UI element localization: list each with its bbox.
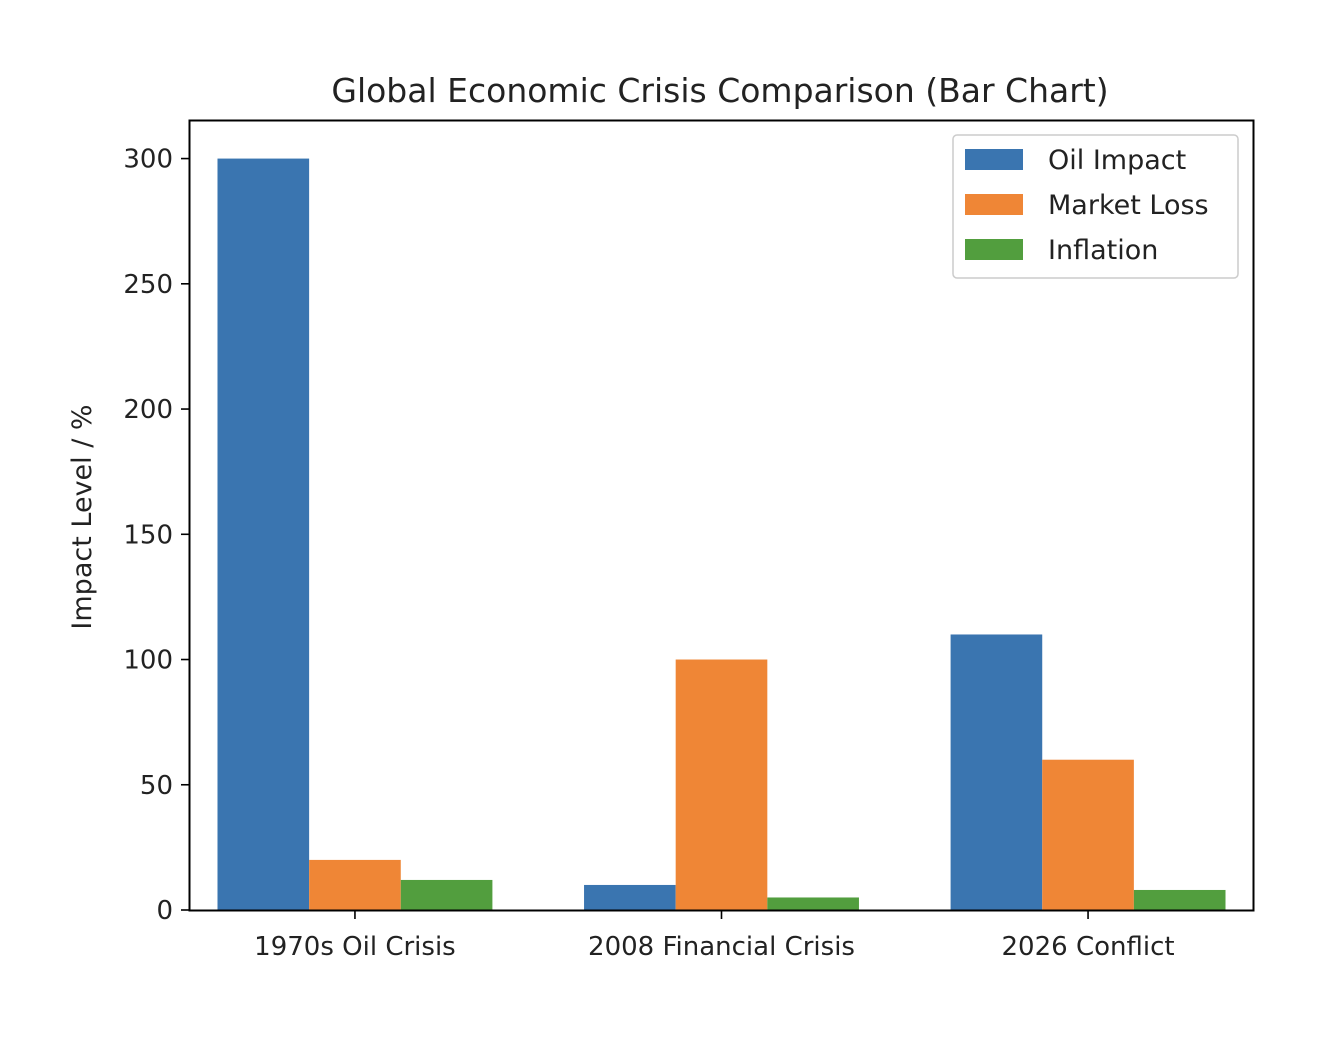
- bar-inflation-1: [767, 897, 859, 910]
- legend-swatch-market-loss: [965, 194, 1023, 215]
- legend-box: [952, 134, 1239, 279]
- bar-inflation-2: [1133, 889, 1226, 910]
- y-tick-label: 50: [140, 771, 173, 801]
- legend-swatch-inflation: [965, 239, 1023, 260]
- legend-label: Market Loss: [1048, 190, 1209, 221]
- y-tick-label: 250: [123, 270, 173, 300]
- y-axis-ticks: 0 50 100 150 200 250 300: [123, 145, 190, 926]
- legend-label: Oil Impact: [1048, 145, 1186, 176]
- bar-market-loss-2: [1042, 759, 1134, 910]
- bar-oil-impact-1: [584, 884, 676, 910]
- x-tick-label: 1970s Oil Crisis: [254, 932, 456, 962]
- plot-frame: [188, 119, 1255, 912]
- bar-oil-impact-2: [950, 634, 1043, 910]
- legend-label: Inflation: [1048, 235, 1158, 266]
- y-tick-label: 300: [123, 145, 173, 175]
- bar-market-loss-0: [309, 859, 401, 910]
- bars-group: [217, 158, 1226, 911]
- y-tick-label: 150: [123, 520, 173, 550]
- legend: Oil Impact Market Loss Inflation: [952, 134, 1239, 279]
- y-tick-label: 0: [156, 896, 173, 926]
- x-axis-ticks: 1970s Oil Crisis 2008 Financial Crisis 202…: [254, 910, 1175, 962]
- bar-inflation-0: [400, 879, 493, 910]
- y-tick-label: 100: [123, 646, 173, 676]
- bar-market-loss-1: [675, 659, 768, 910]
- legend-swatch-oil-impact: [965, 149, 1023, 170]
- bar-oil-impact-0: [217, 158, 310, 911]
- x-tick-label: 2026 Conflict: [1002, 932, 1175, 962]
- x-tick-label: 2008 Financial Crisis: [588, 932, 855, 962]
- y-tick-label: 200: [123, 395, 173, 425]
- chart-title: Global Economic Crisis Comparison (Bar C…: [331, 71, 1108, 110]
- y-axis-label: Impact Level / %: [67, 404, 98, 629]
